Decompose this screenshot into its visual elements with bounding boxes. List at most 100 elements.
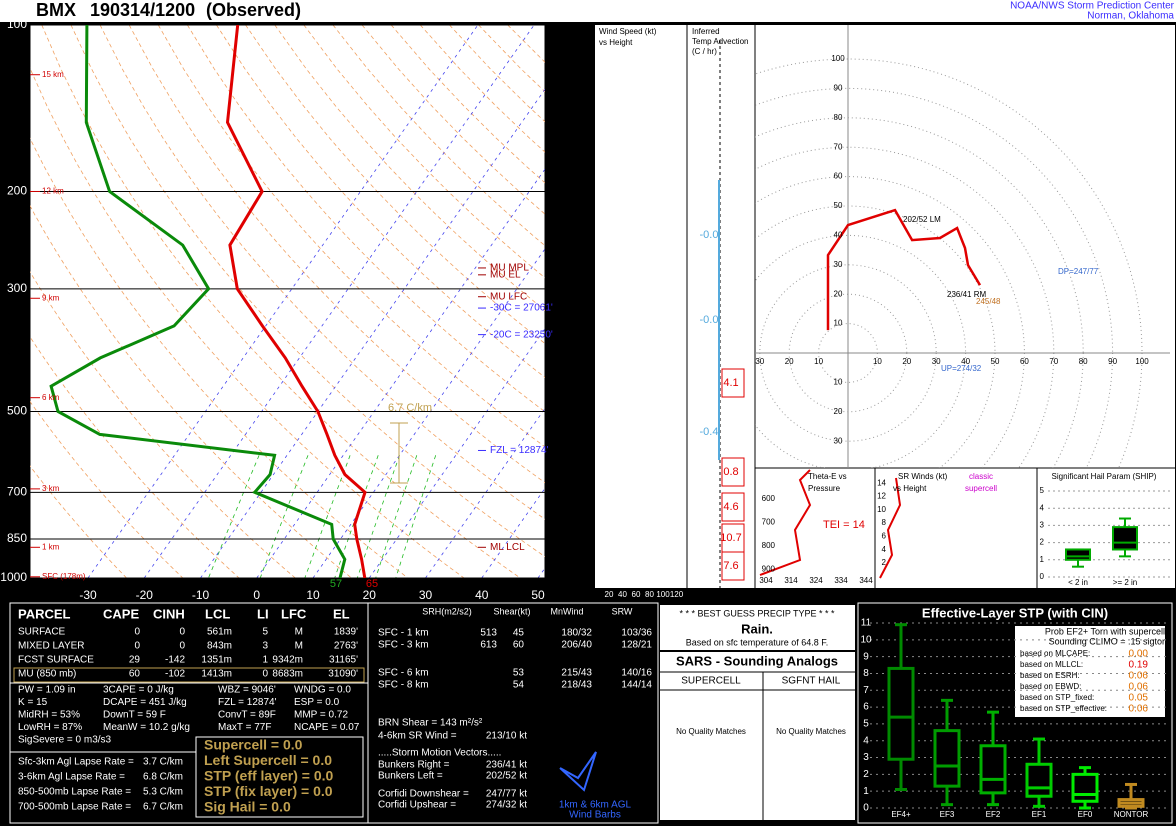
dry-adiabat [70,25,545,558]
thermo-value: MidRH = 53% [18,710,80,721]
dewpoint-profile [49,25,347,578]
thermo-value: NCAPE = 0.07 [294,722,360,733]
thermo-value: K = 15 [18,697,48,708]
based-value: 0.00 [1129,649,1149,660]
kin-cell: 60 [513,640,525,651]
parcel-header: LI [257,606,269,621]
hodo-tick: 60 [1020,357,1029,366]
indices-box [195,736,364,818]
hodo-tick: 70 [834,142,843,151]
mixing-ratio [395,455,437,578]
temp-tick-label: 20 [363,588,377,602]
pressure-tick-label: 100 [7,17,27,31]
hodo-tick: 30 [932,357,941,366]
hodo-tick: 70 [1049,357,1058,366]
wind-tick: 100 [656,590,670,599]
parcel-cell: 1413m [201,669,232,680]
parcel-cell: 31090' [328,669,358,680]
height-label: 1 km [42,542,60,551]
hodo-tick: 20 [834,407,843,416]
sr-tick: 14 [877,478,886,487]
theta-x-tick: 334 [834,576,848,585]
isotherm [368,328,545,578]
tei: TEI = 14 [823,519,865,531]
hodo-tick: 20 [785,357,794,366]
mixing-ratio [208,455,260,578]
prob-text: Sounding CLIMO = .15 sigtor [1049,636,1165,646]
motion-label: Corfidi Downshear = [378,789,469,800]
kinematic-panel [367,602,659,824]
parcel-cell: 31165' [329,655,358,666]
stp-category: EF1 [1032,810,1047,819]
pressure-tick-label: 850 [7,531,27,545]
ship-tick: 5 [1040,486,1045,495]
ship-tick: 0 [1040,572,1045,581]
lapse-bracket [390,422,408,484]
based-label: based on STP_effective: [1020,704,1107,713]
theta-p-tick: 600 [762,494,776,503]
box [1065,548,1091,561]
hodo-tick: 10 [873,357,882,366]
sars-panel [660,652,855,820]
advection-label: 4.1 [723,377,738,389]
thermo-value: ConvT = 89F [218,710,276,721]
hodo-tick: 80 [834,113,843,122]
parcel-cell: FCST SURFACE [18,655,94,666]
lapse-label: 850-500mb Lapse Rate = [18,787,131,798]
annotation: FZL = 12874' [490,445,549,456]
thermo-value: MaxT = 77F [218,722,271,733]
hodo-tick: 50 [991,357,1000,366]
lapse-label: 6.7 C/km [388,402,432,414]
based-value: 0.06 [1129,704,1149,715]
temp-tick-label: 50 [531,588,545,602]
advection-box [721,457,745,487]
annotation: ML LCL [490,542,525,553]
parcel-cell: M [295,641,303,652]
ship-tick: 1 [1040,555,1045,564]
based-value: 0.06 [1129,682,1149,693]
panel-title: SR Winds (kt) [898,472,948,481]
lapse-label: Sfc-3km Agl Lapse Rate = [18,757,134,768]
kin-cell: 206/40 [561,640,592,651]
theta-x-tick: 344 [859,576,873,585]
stp-tick: 5 [863,719,869,730]
temp-tick-label: 0 [253,588,260,602]
mixing-ratio [304,455,351,578]
hodo-tick: 90 [1108,357,1117,366]
thermo-value: SigSevere = 0 m3/s3 [18,735,112,746]
advection-label: 0.8 [723,466,738,478]
isotherm [256,168,545,578]
hodo-tick: 30 [755,357,764,366]
kin-header: SRH(m2/s2) [422,606,472,616]
parcel-cell: MU (850 mb) [18,669,76,680]
annotation: MU EL [490,269,521,280]
isotherm [143,25,535,578]
kin-cell: SFC - 6 km [378,668,429,679]
lapse-value: 5.3 C/km [143,787,183,798]
isotherm [312,248,545,578]
thermo-value: FZL = 12874' [218,697,277,708]
stp-tick: 6 [863,702,869,713]
motion-value: 247/77 kt [486,789,527,800]
parcel-cell: 1351m [201,655,232,666]
based-label: based on EBWD: [1020,682,1081,691]
parcel-cell: 8683m [272,669,303,680]
kin-cell: 144/14 [621,680,652,691]
sars-match: No Quality Matches [776,727,846,736]
annotation: MU MPL [490,263,529,274]
height-label: 9 km [42,293,60,302]
temp-tick-label: 30 [419,588,433,602]
sr-tick: 10 [877,505,886,514]
panel-title: Inferred [692,27,720,36]
motion-value: 202/52 kt [486,771,527,782]
wind-tick: 80 [645,590,654,599]
header-bg [0,0,1176,22]
temp-tick-label: 40 [475,588,489,602]
stp-category: EF3 [940,810,955,819]
hodo-label: UP=274/32 [941,364,982,373]
kin-cell: 180/32 [561,628,592,639]
thermo-value: WBZ = 9046' [218,685,276,696]
prob-box [1015,626,1165,717]
kin-header: MnWind [550,606,583,616]
